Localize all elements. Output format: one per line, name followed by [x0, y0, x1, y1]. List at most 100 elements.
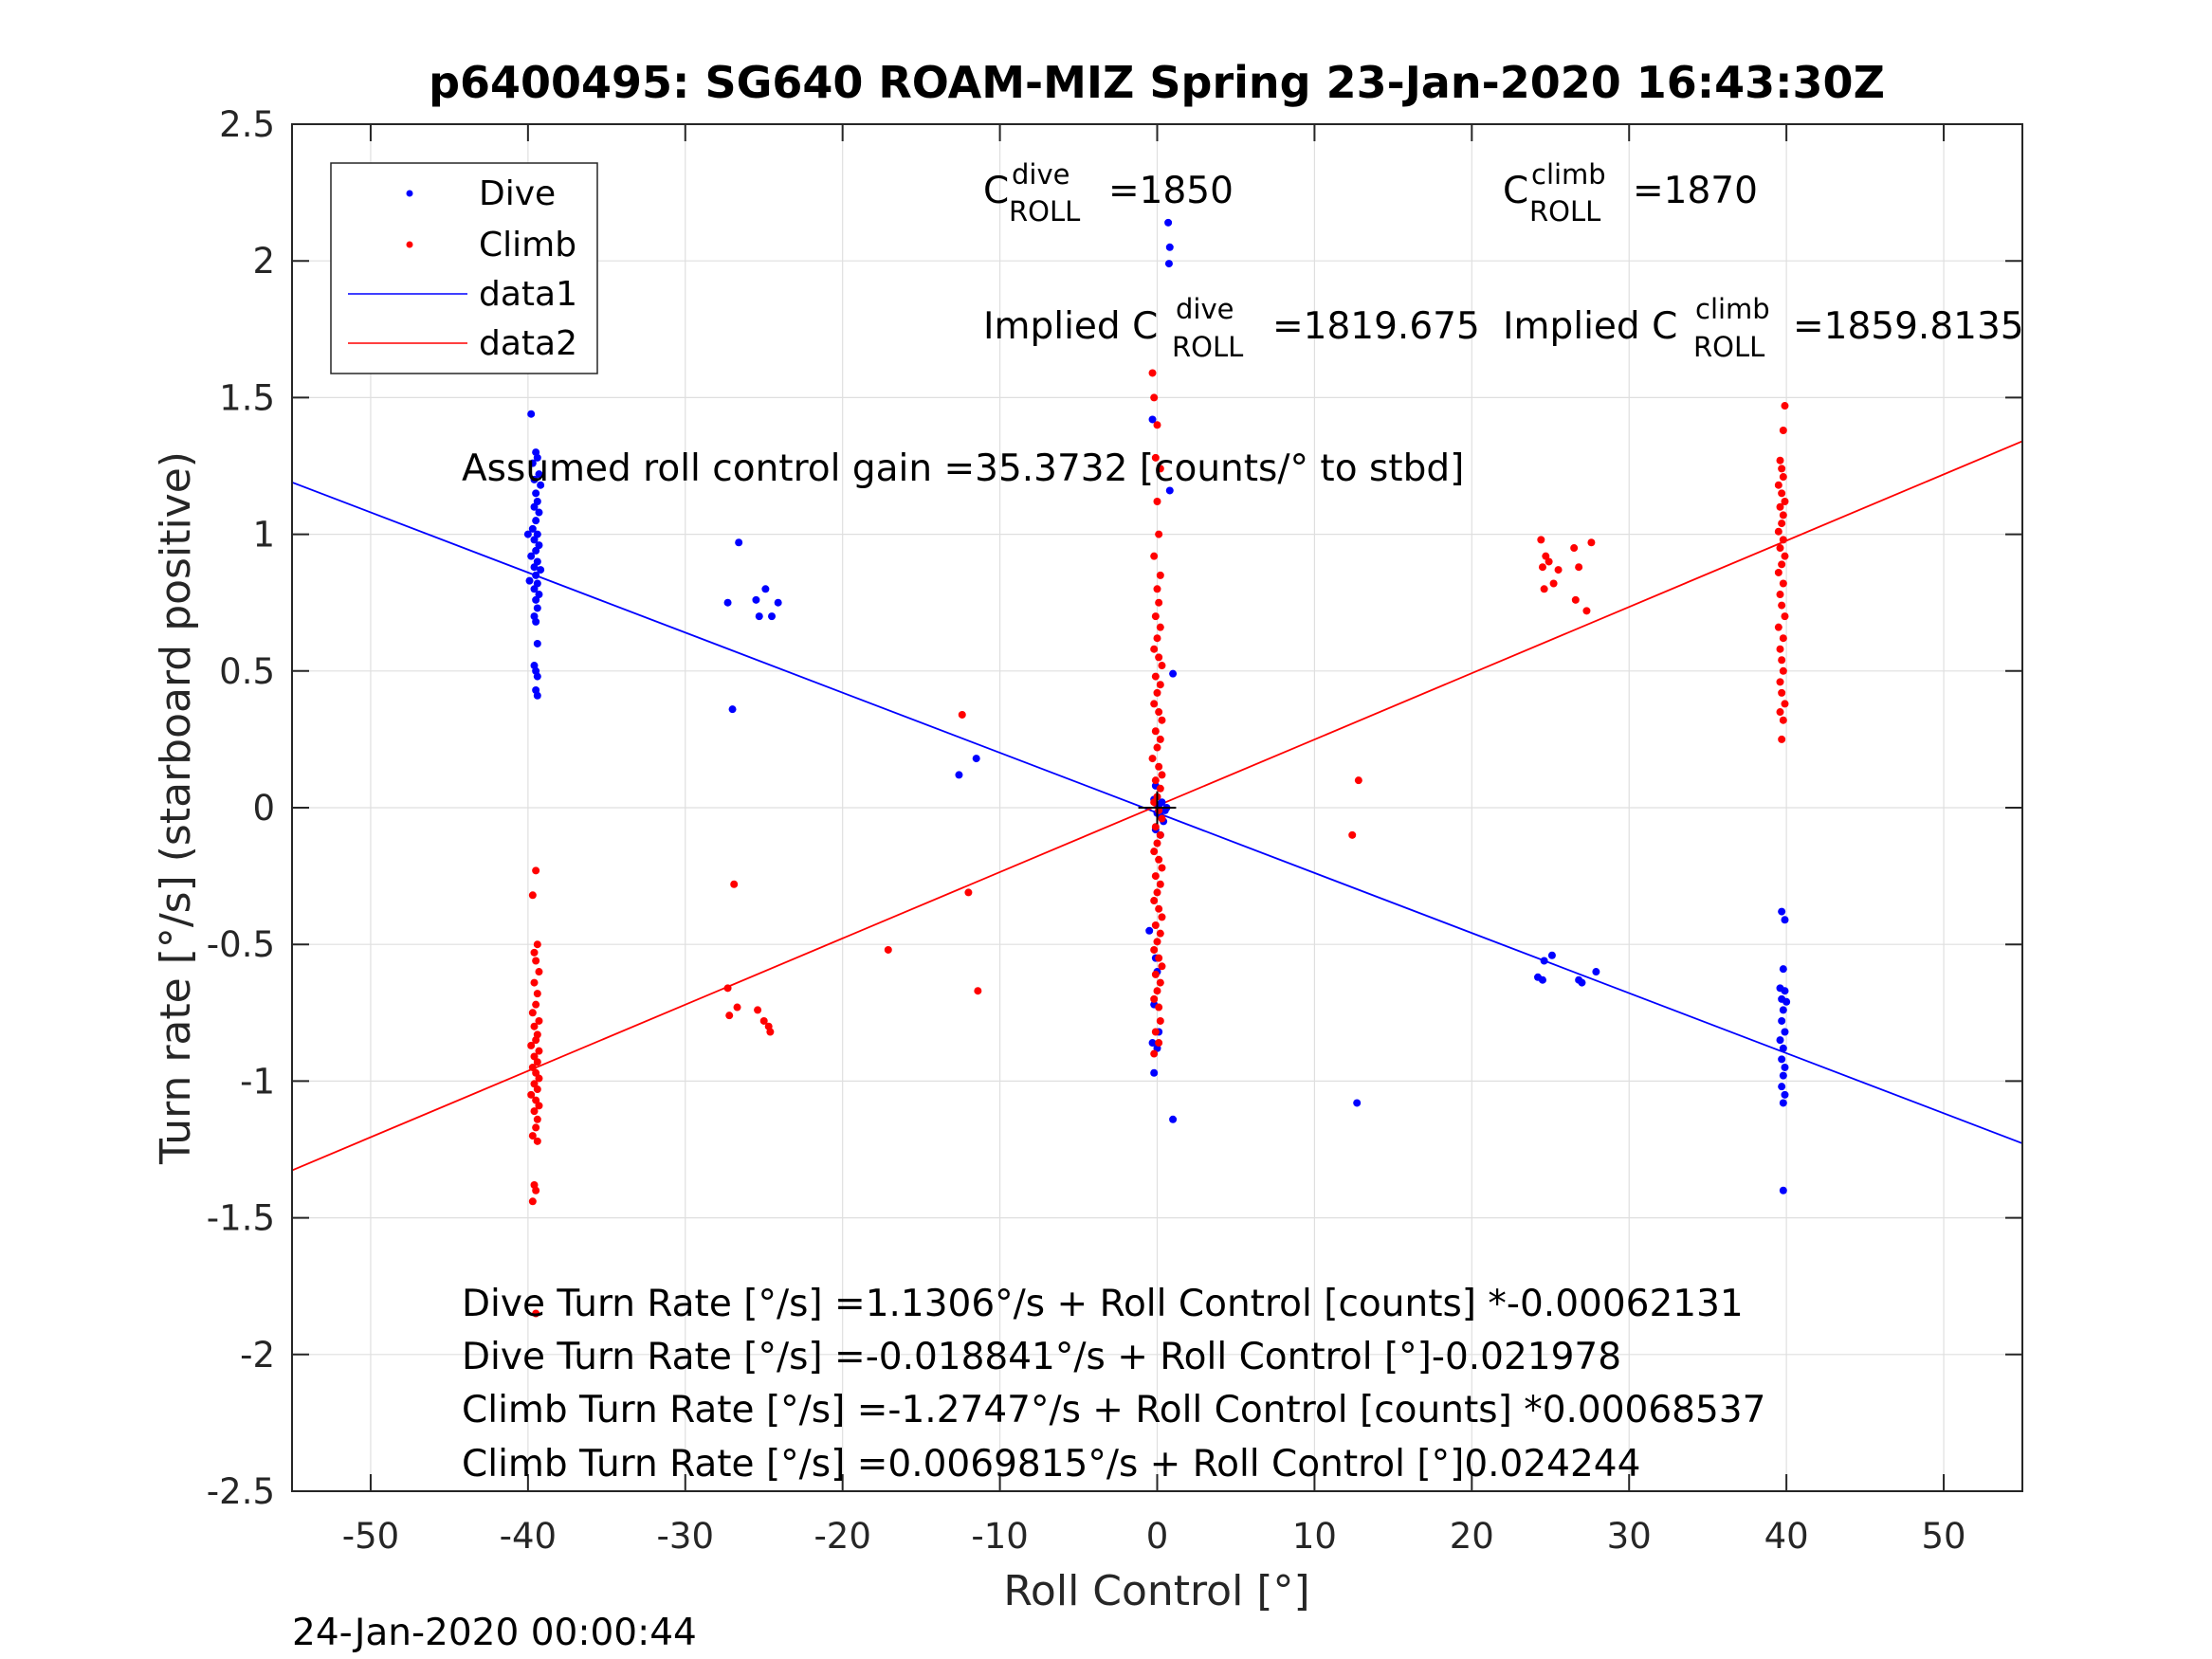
climb-point [1153, 497, 1161, 505]
climb-point [1776, 502, 1784, 511]
climb-point [1153, 888, 1161, 897]
climb-point [532, 957, 540, 965]
annotation-implied-climb-value: =1859.8135 [1793, 305, 2024, 348]
climb-point [1150, 645, 1159, 653]
y-axis-label: Turn rate [°/s] (starboard positive) [152, 451, 200, 1165]
dive-point [1538, 975, 1546, 984]
annotation-implied-climb-sup: climb [1695, 293, 1770, 325]
x-tick-label: -50 [342, 1516, 399, 1557]
climb-point [1153, 688, 1161, 697]
chart-title: p6400495: SG640 ROAM-MIZ Spring 23-Jan-2… [429, 57, 1885, 108]
climb-point [530, 1022, 539, 1030]
climb-point [1575, 563, 1583, 572]
annotation-equation-3: Climb Turn Rate [°/s] =-1.2747°/s + Roll… [462, 1389, 1765, 1431]
climb-point [1779, 634, 1787, 643]
climb-point [1151, 872, 1160, 881]
series-climb [527, 369, 1789, 1318]
dive-point [1781, 1028, 1789, 1036]
legend-climb-marker [406, 241, 413, 248]
climb-point [1776, 678, 1784, 686]
climb-point [1148, 755, 1157, 763]
legend-dive-marker [406, 190, 413, 197]
climb-point [1150, 552, 1159, 560]
dive-point [728, 705, 737, 714]
climb-point [1779, 473, 1787, 482]
climb-point [1156, 681, 1164, 689]
climb-point [528, 1197, 537, 1206]
y-tick-label: -1 [240, 1061, 275, 1102]
climb-point [1150, 945, 1159, 954]
climb-point [1778, 688, 1786, 697]
climb-point [766, 1028, 775, 1036]
climb-point [1549, 579, 1558, 588]
legend-dive-label: Dive [479, 174, 556, 213]
climb-point [1779, 427, 1787, 435]
climb-point [958, 710, 966, 719]
climb-point [1778, 489, 1786, 498]
climb-point [1156, 735, 1164, 743]
climb-point [535, 1074, 543, 1083]
climb-point [532, 866, 540, 875]
dive-point [1164, 260, 1173, 268]
annotation-equation-1: Dive Turn Rate [°/s] =1.1306°/s + Roll C… [462, 1283, 1744, 1325]
climb-point [1151, 970, 1160, 978]
climb-point [1354, 776, 1362, 785]
climb-point [1151, 921, 1160, 930]
y-tick-label: 2 [252, 241, 275, 282]
climb-point [1151, 672, 1160, 681]
dive-point [530, 502, 539, 511]
dive-point [532, 617, 540, 626]
dive-point [535, 470, 543, 479]
legend-data2-label: data2 [479, 324, 577, 363]
annotation-implied-climb-prefix: Implied C [1503, 305, 1677, 348]
dive-point [1779, 1044, 1787, 1052]
y-tick-label: 2.5 [219, 104, 275, 145]
climb-point [1156, 880, 1164, 888]
climb-point [1781, 552, 1789, 560]
climb-point [1151, 727, 1160, 736]
dive-point [1540, 957, 1548, 965]
dive-point [761, 585, 770, 593]
climb-point [725, 1012, 734, 1020]
climb-point [1537, 536, 1545, 544]
x-tick-label: 10 [1292, 1516, 1337, 1557]
x-tick-label: 30 [1607, 1516, 1652, 1557]
climb-point [532, 1309, 540, 1318]
dive-point [530, 563, 539, 572]
climb-point [1779, 536, 1787, 544]
climb-point [1156, 929, 1164, 938]
dive-point [532, 489, 540, 498]
climb-point [1778, 465, 1786, 473]
annotation-implied-dive-sub: ROLL [1172, 331, 1243, 363]
climb-point [1571, 595, 1580, 604]
dive-point [1779, 1099, 1787, 1107]
annotation-implied-dive-sup: dive [1176, 293, 1234, 325]
dive-point [1776, 1036, 1784, 1045]
climb-point [1158, 962, 1166, 971]
dive-point [532, 571, 540, 579]
dive-point [955, 771, 963, 779]
dive-point [527, 410, 536, 418]
climb-point [1153, 421, 1161, 429]
legend-data1-label: data1 [479, 275, 577, 314]
climb-point [528, 891, 537, 900]
dive-point [537, 481, 545, 489]
climb-point [1348, 830, 1357, 839]
climb-point [1153, 585, 1161, 593]
climb-point [1153, 938, 1161, 946]
annotation-c-dive-sup: dive [1012, 158, 1069, 191]
dive-point [533, 453, 541, 462]
climb-point [535, 1047, 543, 1055]
climb-point [535, 1102, 543, 1110]
climb-point [1156, 623, 1164, 631]
dive-point [1781, 1063, 1789, 1071]
dive-point [1148, 415, 1157, 424]
dive-point [723, 598, 732, 607]
climb-point [1779, 666, 1787, 675]
climb-point [1774, 527, 1782, 536]
climb-point [1151, 1028, 1160, 1036]
climb-point [1151, 612, 1160, 621]
climb-point [530, 948, 539, 957]
climb-point [974, 987, 982, 995]
climb-point [1779, 511, 1787, 520]
